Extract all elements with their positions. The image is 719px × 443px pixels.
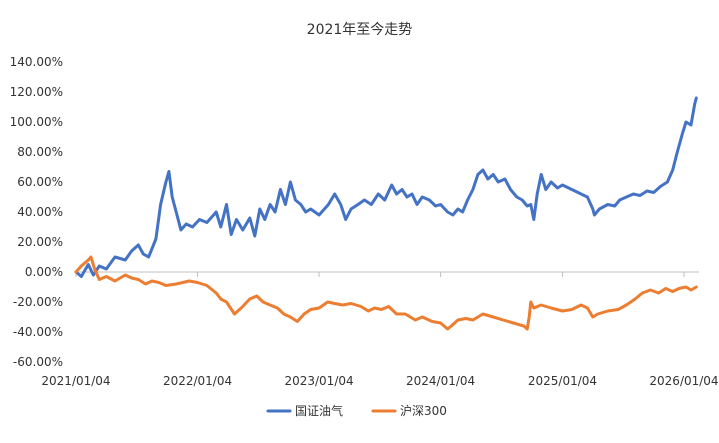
y-tick-label: 100.00% [10, 115, 63, 129]
x-axis: 2021/01/04 2022/01/04 2023/01/04 2024/01/04… [41, 271, 719, 388]
x-tick-label: 2024/01/04 [406, 374, 475, 388]
series-layer [74, 96, 698, 331]
y-tick-label: 80.00% [17, 145, 63, 159]
chart-title: 2021年至今走势 [307, 22, 413, 38]
y-tick-label: 0.00% [25, 265, 63, 279]
x-tick-label: 2022/01/04 [163, 374, 232, 388]
y-tick-label: -40.00% [13, 325, 63, 339]
legend: 国证油气 沪深300 [266, 403, 447, 418]
y-axis: 140.00% 120.00% 100.00% 80.00% 60.00% 40.00% 2… [10, 55, 63, 369]
x-tick-label: 2025/01/04 [528, 374, 597, 388]
y-tick-label: -20.00% [13, 295, 63, 309]
y-tick-label: 20.00% [17, 235, 63, 249]
y-tick-label: 140.00% [10, 55, 63, 69]
y-tick-label: 120.00% [10, 85, 63, 99]
series-line-2 [74, 255, 698, 331]
y-tick-label: 60.00% [17, 175, 63, 189]
y-tick-label: -60.00% [13, 355, 63, 369]
x-tick-label: 2021/01/04 [41, 374, 110, 388]
x-tick-label: 2026/01/04 [649, 374, 718, 388]
x-tick-label: 2023/01/04 [284, 374, 353, 388]
legend-label-2: 沪深300 [400, 404, 447, 418]
series-line-1 [74, 96, 698, 278]
legend-label-1: 国证油气 [295, 403, 343, 418]
y-tick-label: 40.00% [17, 205, 63, 219]
